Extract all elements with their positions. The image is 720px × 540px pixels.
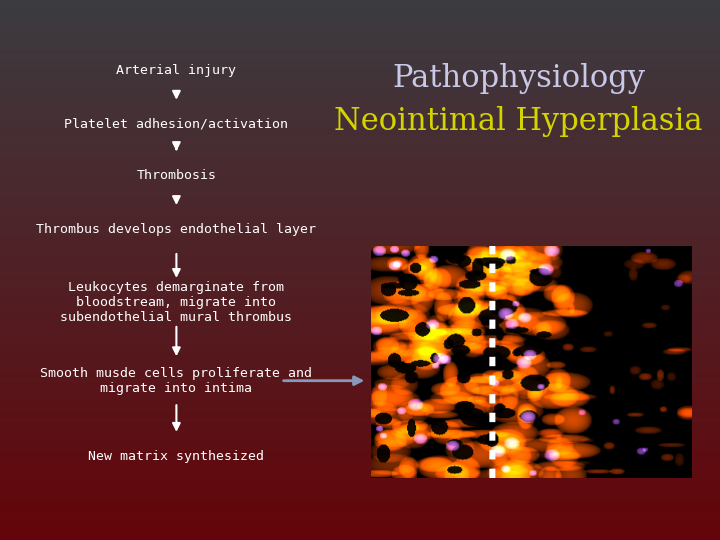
Text: Pathophysiology: Pathophysiology [392,63,645,94]
Text: Smooth musde cells proliferate and
migrate into intima: Smooth musde cells proliferate and migra… [40,367,312,395]
Text: Arterial injury: Arterial injury [117,64,236,77]
Text: Neointimal Hyperplasia: Neointimal Hyperplasia [334,106,703,137]
Text: Thrombus develops endothelial layer: Thrombus develops endothelial layer [37,223,316,236]
Text: New matrix synthesized: New matrix synthesized [89,450,264,463]
Text: Leukocytes demarginate from
bloodstream, migrate into
subendothelial mural throm: Leukocytes demarginate from bloodstream,… [60,281,292,324]
Text: Platelet adhesion/activation: Platelet adhesion/activation [64,118,289,131]
Text: Thrombosis: Thrombosis [136,169,217,182]
